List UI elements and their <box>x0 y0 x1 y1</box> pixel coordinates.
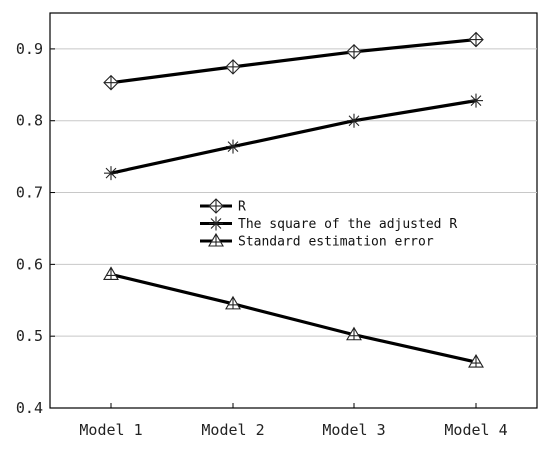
y-tick-label: 0.7 <box>16 184 43 202</box>
plot-area <box>49 12 538 409</box>
legend-marker <box>209 216 223 231</box>
y-axis: 0.4 0.5 0.6 0.7 0.8 0.9 <box>16 40 55 417</box>
x-tick-label: Model 4 <box>444 421 507 439</box>
x-tick-label: Model 2 <box>201 421 264 439</box>
y-tick-label: 0.6 <box>16 255 43 273</box>
data-point <box>347 113 361 128</box>
data-point <box>225 295 241 310</box>
legend-label: R <box>238 200 246 215</box>
series-group <box>103 31 484 368</box>
data-point <box>346 326 362 341</box>
gridlines <box>50 48 537 337</box>
series-line-1 <box>110 99 477 175</box>
data-point <box>225 59 241 75</box>
data-point <box>468 353 484 368</box>
y-tick-label: 0.8 <box>16 112 43 130</box>
legend-label: The square of the adjusted R <box>238 217 457 232</box>
y-tick-label: 0.4 <box>16 399 43 417</box>
series-line-2 <box>110 272 477 364</box>
data-point <box>103 266 119 280</box>
data-point <box>104 166 118 181</box>
legend-marker <box>208 198 224 214</box>
y-tick-label: 0.9 <box>16 40 43 58</box>
data-point <box>226 139 240 154</box>
x-axis: Model 1 Model 2 Model 3 Model 4 <box>79 403 508 439</box>
x-tick-label: Model 1 <box>79 421 142 439</box>
data-point <box>346 44 362 60</box>
y-tick-label: 0.5 <box>16 327 43 345</box>
series-line-0 <box>110 37 477 85</box>
legend-label: Standard estimation error <box>238 235 434 250</box>
data-point <box>469 93 483 108</box>
legend-marker <box>208 232 224 247</box>
legend: R The square of the adjusted R Standard es… <box>200 198 457 250</box>
x-tick-label: Model 3 <box>322 421 385 439</box>
data-point <box>103 74 119 91</box>
data-point <box>468 31 484 48</box>
